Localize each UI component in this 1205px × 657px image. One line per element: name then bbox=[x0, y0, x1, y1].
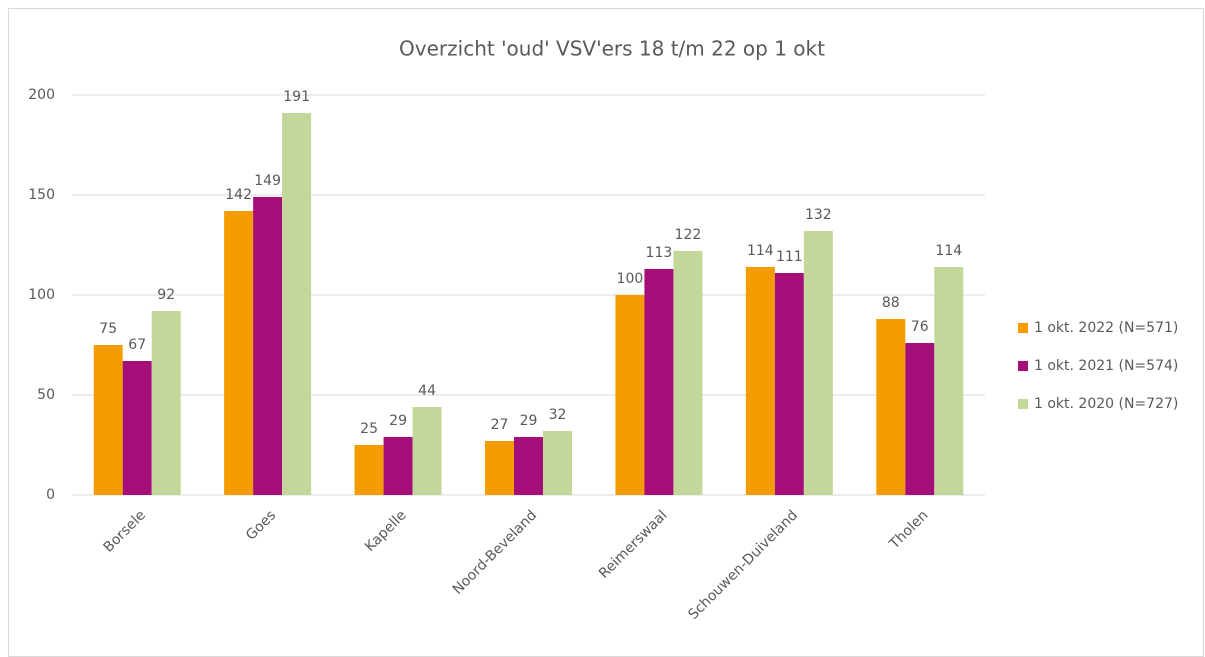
bar bbox=[774, 273, 804, 495]
data-label: 114 bbox=[747, 243, 774, 259]
bar bbox=[224, 211, 254, 495]
y-tick-label: 0 bbox=[46, 487, 55, 503]
bar bbox=[934, 267, 964, 495]
legend-label: 1 okt. 2020 (N=727) bbox=[1034, 396, 1178, 412]
y-tick-label: 150 bbox=[28, 187, 55, 203]
y-tick-label: 200 bbox=[28, 87, 55, 103]
chart-title: Overzicht 'oud' VSV'ers 18 t/m 22 op 1 o… bbox=[399, 37, 825, 61]
bar bbox=[485, 441, 514, 495]
bar bbox=[514, 437, 543, 495]
bar bbox=[905, 343, 935, 495]
data-label: 88 bbox=[882, 295, 900, 311]
data-label: 29 bbox=[520, 413, 538, 429]
data-label: 132 bbox=[805, 207, 832, 223]
bar bbox=[803, 231, 833, 495]
bar bbox=[673, 251, 703, 495]
data-label: 114 bbox=[935, 243, 962, 259]
data-label: 111 bbox=[776, 249, 803, 265]
data-label: 67 bbox=[128, 337, 146, 353]
bar bbox=[644, 269, 674, 495]
bar bbox=[412, 407, 442, 495]
data-label: 191 bbox=[283, 89, 310, 105]
data-label: 75 bbox=[99, 321, 117, 337]
bar bbox=[354, 445, 384, 495]
data-label: 25 bbox=[360, 421, 378, 437]
data-label: 27 bbox=[491, 417, 509, 433]
bar bbox=[122, 361, 152, 495]
bar bbox=[745, 267, 775, 495]
legend-swatch bbox=[1018, 323, 1028, 333]
data-label: 44 bbox=[418, 383, 436, 399]
bar bbox=[282, 113, 312, 495]
bar bbox=[543, 431, 572, 495]
data-label: 32 bbox=[549, 407, 567, 423]
data-label: 142 bbox=[225, 187, 252, 203]
data-label: 92 bbox=[157, 287, 175, 303]
y-tick-label: 50 bbox=[37, 387, 55, 403]
data-label: 29 bbox=[389, 413, 407, 429]
legend-label: 1 okt. 2022 (N=571) bbox=[1034, 320, 1178, 336]
y-tick-label: 100 bbox=[28, 287, 55, 303]
bar bbox=[151, 311, 181, 495]
data-label: 100 bbox=[617, 271, 644, 287]
data-label: 122 bbox=[675, 227, 702, 243]
data-label: 113 bbox=[646, 245, 673, 261]
bar bbox=[876, 319, 906, 495]
bar bbox=[253, 197, 283, 495]
chart-border bbox=[8, 8, 1204, 657]
legend-swatch bbox=[1018, 399, 1028, 409]
legend-swatch bbox=[1018, 361, 1028, 371]
bar bbox=[615, 295, 645, 495]
bar bbox=[93, 345, 123, 495]
data-label: 149 bbox=[254, 173, 281, 189]
data-label: 76 bbox=[911, 319, 929, 335]
bar bbox=[383, 437, 413, 495]
legend-label: 1 okt. 2021 (N=574) bbox=[1034, 358, 1178, 374]
